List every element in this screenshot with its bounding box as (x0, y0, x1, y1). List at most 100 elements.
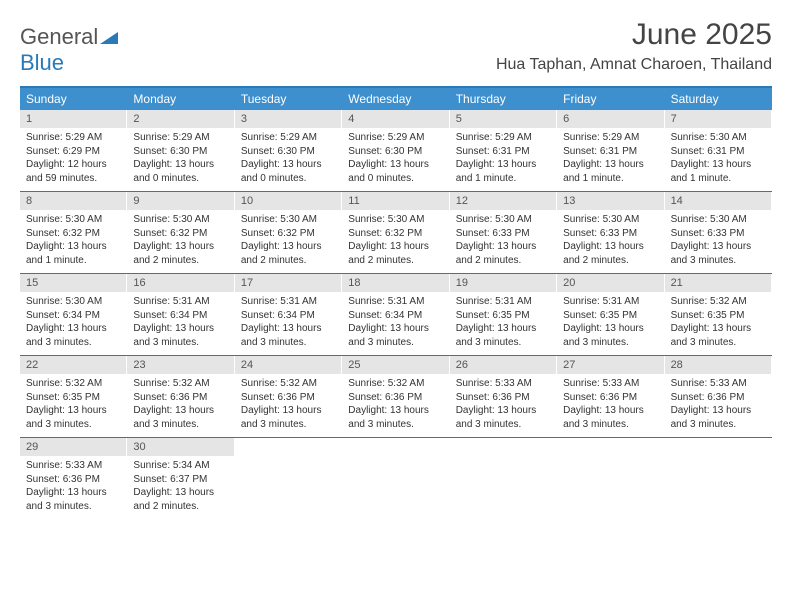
day-number: 23 (127, 356, 234, 374)
daylight-line2: and 3 minutes. (563, 336, 658, 350)
sunset-text: Sunset: 6:32 PM (348, 227, 443, 241)
sunrise-text: Sunrise: 5:31 AM (133, 295, 228, 309)
sunset-text: Sunset: 6:31 PM (563, 145, 658, 159)
sunrise-text: Sunrise: 5:31 AM (348, 295, 443, 309)
daylight-line2: and 3 minutes. (348, 336, 443, 350)
dow-sunday: Sunday (20, 88, 127, 110)
week-row: 2930Sunrise: 5:33 AMSunset: 6:36 PMDayli… (20, 438, 772, 519)
daylight-line1: Daylight: 13 hours (241, 158, 336, 172)
day-number: 10 (235, 192, 342, 210)
daylight-line2: and 3 minutes. (133, 418, 228, 432)
day-detail: Sunrise: 5:33 AMSunset: 6:36 PMDaylight:… (20, 456, 127, 519)
daylight-line1: Daylight: 13 hours (241, 404, 336, 418)
day-detail: Sunrise: 5:30 AMSunset: 6:34 PMDaylight:… (20, 292, 127, 355)
daylight-line2: and 3 minutes. (671, 336, 766, 350)
day-detail: Sunrise: 5:30 AMSunset: 6:32 PMDaylight:… (127, 210, 234, 273)
daylight-line1: Daylight: 13 hours (133, 404, 228, 418)
month-title: June 2025 (496, 18, 772, 52)
day-detail: Sunrise: 5:31 AMSunset: 6:35 PMDaylight:… (557, 292, 664, 355)
title-block: June 2025 Hua Taphan, Amnat Charoen, Tha… (496, 18, 772, 74)
day-detail: Sunrise: 5:32 AMSunset: 6:36 PMDaylight:… (235, 374, 342, 437)
daylight-line2: and 1 minute. (671, 172, 766, 186)
sunrise-text: Sunrise: 5:30 AM (133, 213, 228, 227)
sunrise-text: Sunrise: 5:30 AM (348, 213, 443, 227)
sunrise-text: Sunrise: 5:31 AM (241, 295, 336, 309)
day-detail: Sunrise: 5:32 AMSunset: 6:35 PMDaylight:… (20, 374, 127, 437)
day-number: 1 (20, 110, 127, 128)
week-row: 891011121314Sunrise: 5:30 AMSunset: 6:32… (20, 192, 772, 274)
daylight-line1: Daylight: 13 hours (563, 322, 658, 336)
sunrise-text: Sunrise: 5:33 AM (26, 459, 121, 473)
day-detail: Sunrise: 5:32 AMSunset: 6:36 PMDaylight:… (342, 374, 449, 437)
day-detail: Sunrise: 5:30 AMSunset: 6:33 PMDaylight:… (450, 210, 557, 273)
daylight-line2: and 1 minute. (456, 172, 551, 186)
daylight-line1: Daylight: 13 hours (456, 322, 551, 336)
daylight-line2: and 3 minutes. (671, 418, 766, 432)
daylight-line2: and 1 minute. (26, 254, 121, 268)
day-number: 7 (665, 110, 772, 128)
day-number: 8 (20, 192, 127, 210)
daylight-line1: Daylight: 13 hours (456, 404, 551, 418)
sunset-text: Sunset: 6:35 PM (671, 309, 766, 323)
day-detail: Sunrise: 5:29 AMSunset: 6:29 PMDaylight:… (20, 128, 127, 191)
daylight-line1: Daylight: 13 hours (348, 158, 443, 172)
day-detail (557, 456, 664, 519)
day-detail (665, 456, 772, 519)
day-detail: Sunrise: 5:33 AMSunset: 6:36 PMDaylight:… (557, 374, 664, 437)
daylight-line2: and 3 minutes. (26, 418, 121, 432)
day-number: 24 (235, 356, 342, 374)
day-detail: Sunrise: 5:34 AMSunset: 6:37 PMDaylight:… (127, 456, 234, 519)
day-number: 19 (450, 274, 557, 292)
sunrise-text: Sunrise: 5:33 AM (456, 377, 551, 391)
daylight-line1: Daylight: 13 hours (26, 404, 121, 418)
day-number: 4 (342, 110, 449, 128)
sunset-text: Sunset: 6:31 PM (456, 145, 551, 159)
sunset-text: Sunset: 6:33 PM (671, 227, 766, 241)
sunset-text: Sunset: 6:36 PM (671, 391, 766, 405)
sunset-text: Sunset: 6:31 PM (671, 145, 766, 159)
dow-tuesday: Tuesday (235, 88, 342, 110)
calendar-page: General Blue June 2025 Hua Taphan, Amnat… (0, 0, 792, 537)
sunrise-text: Sunrise: 5:33 AM (671, 377, 766, 391)
sunrise-text: Sunrise: 5:31 AM (456, 295, 551, 309)
sunrise-text: Sunrise: 5:29 AM (133, 131, 228, 145)
day-number: 3 (235, 110, 342, 128)
day-detail: Sunrise: 5:31 AMSunset: 6:34 PMDaylight:… (235, 292, 342, 355)
day-number: 25 (342, 356, 449, 374)
day-number: 21 (665, 274, 772, 292)
day-number (665, 438, 772, 456)
daylight-line1: Daylight: 13 hours (671, 158, 766, 172)
sunset-text: Sunset: 6:34 PM (133, 309, 228, 323)
sunset-text: Sunset: 6:37 PM (133, 473, 228, 487)
sunrise-text: Sunrise: 5:30 AM (26, 295, 121, 309)
sunrise-text: Sunrise: 5:29 AM (563, 131, 658, 145)
day-detail: Sunrise: 5:32 AMSunset: 6:35 PMDaylight:… (665, 292, 772, 355)
daylight-line1: Daylight: 13 hours (348, 322, 443, 336)
sunrise-text: Sunrise: 5:29 AM (26, 131, 121, 145)
sunset-text: Sunset: 6:34 PM (348, 309, 443, 323)
weeks-container: 1234567Sunrise: 5:29 AMSunset: 6:29 PMDa… (20, 110, 772, 519)
daylight-line2: and 2 minutes. (133, 500, 228, 514)
sunrise-text: Sunrise: 5:29 AM (456, 131, 551, 145)
daylight-line2: and 3 minutes. (456, 418, 551, 432)
day-detail (450, 456, 557, 519)
sunrise-text: Sunrise: 5:34 AM (133, 459, 228, 473)
sunrise-text: Sunrise: 5:30 AM (563, 213, 658, 227)
sunrise-text: Sunrise: 5:29 AM (241, 131, 336, 145)
day-number: 17 (235, 274, 342, 292)
sunset-text: Sunset: 6:34 PM (26, 309, 121, 323)
logo-general: General (20, 24, 98, 49)
day-detail: Sunrise: 5:31 AMSunset: 6:34 PMDaylight:… (342, 292, 449, 355)
day-number: 16 (127, 274, 234, 292)
day-number: 26 (450, 356, 557, 374)
day-detail: Sunrise: 5:31 AMSunset: 6:34 PMDaylight:… (127, 292, 234, 355)
sunset-text: Sunset: 6:33 PM (456, 227, 551, 241)
sunset-text: Sunset: 6:30 PM (241, 145, 336, 159)
day-number (450, 438, 557, 456)
sunrise-text: Sunrise: 5:30 AM (671, 131, 766, 145)
sunset-text: Sunset: 6:36 PM (241, 391, 336, 405)
day-detail: Sunrise: 5:30 AMSunset: 6:31 PMDaylight:… (665, 128, 772, 191)
day-number: 9 (127, 192, 234, 210)
day-number (342, 438, 449, 456)
sunset-text: Sunset: 6:32 PM (241, 227, 336, 241)
